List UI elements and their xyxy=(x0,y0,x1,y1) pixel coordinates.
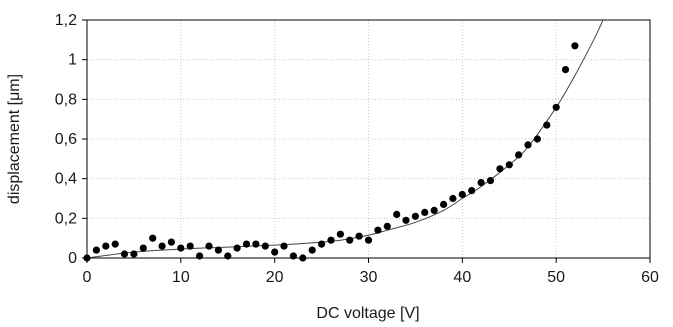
data-point xyxy=(205,242,213,250)
x-tick-label: 30 xyxy=(360,269,378,286)
data-point xyxy=(280,242,288,250)
data-point xyxy=(327,236,335,244)
data-point xyxy=(318,240,326,248)
data-point xyxy=(364,236,373,244)
data-point xyxy=(289,252,297,260)
data-point xyxy=(440,200,448,208)
data-point xyxy=(177,244,185,252)
data-point xyxy=(383,222,391,230)
x-tick-label: 50 xyxy=(547,269,565,286)
data-point xyxy=(486,177,495,185)
data-point xyxy=(336,230,344,238)
y-tick-label: 0,2 xyxy=(55,210,77,227)
data-point xyxy=(149,234,157,242)
data-point xyxy=(515,151,523,159)
data-point xyxy=(477,179,485,187)
data-point xyxy=(111,240,119,248)
data-point xyxy=(158,242,166,250)
y-tick-label: 0,6 xyxy=(55,131,77,148)
data-point xyxy=(393,210,401,218)
x-tick-label: 0 xyxy=(83,269,92,286)
data-point xyxy=(242,240,251,248)
fit-curve xyxy=(86,19,604,259)
data-point xyxy=(421,208,429,216)
x-tick-label: 20 xyxy=(266,269,284,286)
y-axis-title: displacement [μm] xyxy=(6,74,23,204)
data-point xyxy=(92,246,100,254)
data-point xyxy=(346,236,354,244)
data-point xyxy=(252,240,260,248)
data-point xyxy=(402,216,410,224)
data-point xyxy=(374,226,382,234)
x-tick-label: 10 xyxy=(172,269,190,286)
x-tick-label: 40 xyxy=(453,269,471,286)
data-point xyxy=(120,250,129,258)
data-point xyxy=(524,141,532,149)
data-point xyxy=(167,238,175,246)
data-point xyxy=(533,135,542,143)
data-point xyxy=(411,212,419,220)
data-point xyxy=(458,190,466,199)
data-point xyxy=(271,248,279,256)
data-point xyxy=(505,161,513,169)
data-point xyxy=(196,252,204,260)
data-point xyxy=(468,187,476,195)
y-tick-label: 0,4 xyxy=(55,171,77,188)
data-point xyxy=(571,42,579,50)
axis-ticks: 0 10 20 30 40 50 60 0 0,2 0,4 0,6 0,8 1 1,2 xyxy=(55,12,659,286)
data-point xyxy=(552,103,560,111)
data-point xyxy=(224,252,232,260)
data-point xyxy=(233,244,241,252)
data-point xyxy=(561,66,570,74)
data-point xyxy=(186,242,194,250)
data-point xyxy=(261,242,269,250)
y-tick-label: 0 xyxy=(68,250,77,267)
x-tick-label: 60 xyxy=(641,269,659,286)
y-tick-label: 0,8 xyxy=(55,91,77,108)
y-tick-label: 1,2 xyxy=(55,12,77,29)
data-point xyxy=(430,206,438,214)
y-tick-label: 1 xyxy=(68,52,77,69)
data-point xyxy=(308,246,316,254)
data-point xyxy=(449,194,457,203)
data-point xyxy=(102,242,110,250)
data-point xyxy=(139,244,147,252)
data-point xyxy=(496,165,504,173)
data-point xyxy=(355,232,363,240)
data-point xyxy=(130,250,138,258)
data-point xyxy=(543,121,551,129)
data-point xyxy=(83,254,91,262)
data-point xyxy=(214,246,222,254)
data-point xyxy=(299,254,307,262)
data-points xyxy=(83,42,579,262)
grid xyxy=(87,20,650,258)
x-axis-title: DC voltage [V] xyxy=(316,305,419,322)
